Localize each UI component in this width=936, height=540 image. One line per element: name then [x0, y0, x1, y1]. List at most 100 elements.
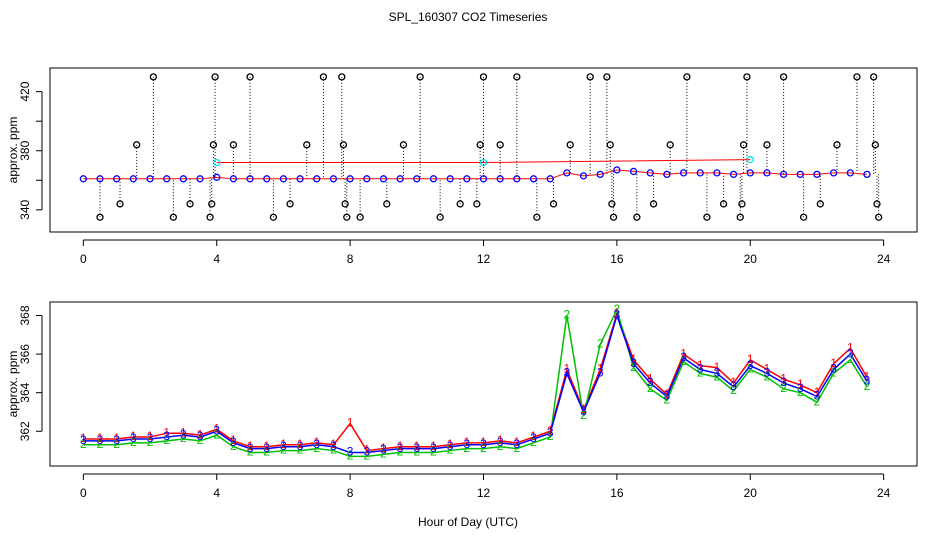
point-marker: 1 [680, 346, 687, 360]
point-marker: 3 [680, 350, 687, 364]
x-tick-label: 12 [477, 252, 491, 266]
point-marker: 2 [130, 435, 137, 449]
point [116, 200, 124, 208]
point-marker: 3 [397, 441, 404, 455]
point-marker: 1 [780, 371, 787, 385]
point-marker: 1 [564, 362, 571, 376]
point-marker: 2 [247, 445, 254, 459]
point-marker: 3 [730, 379, 737, 393]
y-tick-label: 380 [18, 140, 32, 160]
point [186, 200, 194, 208]
point-marker: 3 [97, 433, 104, 447]
point [211, 73, 219, 81]
point-marker: 3 [380, 443, 387, 457]
point [413, 175, 421, 183]
y-axis-label: approx. ppm [6, 117, 20, 184]
point-marker: 1 [80, 431, 87, 445]
point [269, 213, 278, 221]
x-tick-label: 4 [213, 486, 220, 500]
point [319, 73, 328, 81]
point [343, 213, 351, 221]
point [209, 141, 218, 149]
point [279, 175, 288, 183]
point-marker: 2 [514, 441, 521, 455]
point [179, 175, 188, 183]
point-marker: 2 [497, 439, 504, 453]
point-marker: 1 [580, 402, 587, 416]
point-marker: 3 [830, 362, 837, 376]
point-marker: 2 [447, 443, 454, 457]
point-marker: 2 [830, 366, 837, 380]
point [713, 169, 721, 177]
point-marker: 1 [463, 435, 470, 449]
point-marker: 2 [147, 435, 154, 449]
point-marker: 1 [480, 435, 487, 449]
point [246, 175, 254, 183]
point-marker: 2 [580, 408, 587, 422]
point [479, 175, 488, 183]
point [379, 175, 388, 183]
point-marker: 3 [764, 366, 771, 380]
point [133, 141, 141, 149]
point [513, 175, 521, 183]
point-marker: 3 [480, 437, 487, 451]
x-tick-label: 16 [610, 252, 624, 266]
point-marker: 1 [514, 435, 521, 449]
point [473, 200, 481, 208]
point-marker: 2 [680, 354, 687, 368]
y-tick-label: 420 [18, 81, 32, 101]
point-marker: 3 [580, 404, 587, 418]
point [329, 175, 338, 183]
point-marker: 2 [480, 441, 487, 455]
y-tick-label: 368 [18, 305, 32, 325]
point-marker: 3 [864, 373, 871, 387]
point-marker: 2 [163, 433, 170, 447]
point [313, 175, 321, 183]
point-marker: 1 [430, 439, 437, 453]
point-marker: 2 [630, 360, 637, 374]
x-tick-label: 24 [877, 486, 891, 500]
point-marker: 3 [163, 429, 170, 443]
point [479, 158, 488, 167]
point-marker: 3 [130, 431, 137, 445]
point [566, 141, 574, 149]
x-tick-label: 16 [610, 486, 624, 500]
point-marker: 2 [297, 443, 304, 457]
point [779, 170, 788, 179]
point [356, 213, 364, 221]
point [629, 167, 638, 176]
point-marker: 1 [180, 425, 187, 439]
point-marker: 3 [597, 366, 604, 380]
point-marker: 3 [814, 389, 821, 403]
point [206, 213, 214, 221]
point [696, 169, 704, 177]
point [649, 200, 658, 208]
point-marker: 1 [230, 433, 237, 447]
point-marker: 3 [614, 308, 621, 322]
point [679, 169, 688, 177]
series-line [83, 313, 868, 454]
point-marker: 2 [213, 427, 220, 441]
point [875, 213, 883, 221]
point [416, 73, 424, 81]
point [429, 175, 438, 183]
point [666, 141, 674, 149]
point-marker: 2 [197, 433, 204, 447]
y-tick-label: 362 [18, 421, 32, 441]
point [479, 73, 488, 81]
plot-frame [49, 67, 918, 233]
point-marker: 3 [413, 441, 420, 455]
point [456, 200, 464, 208]
point-marker: 2 [80, 437, 87, 451]
point [586, 73, 594, 81]
point [549, 200, 558, 208]
point [816, 200, 824, 208]
point [96, 213, 104, 221]
point [213, 173, 221, 181]
point-marker: 1 [363, 443, 370, 457]
point [646, 169, 654, 177]
point-marker: 3 [564, 366, 571, 380]
point-marker: 3 [113, 433, 120, 447]
point-marker: 1 [747, 352, 754, 366]
point-marker: 1 [163, 425, 170, 439]
